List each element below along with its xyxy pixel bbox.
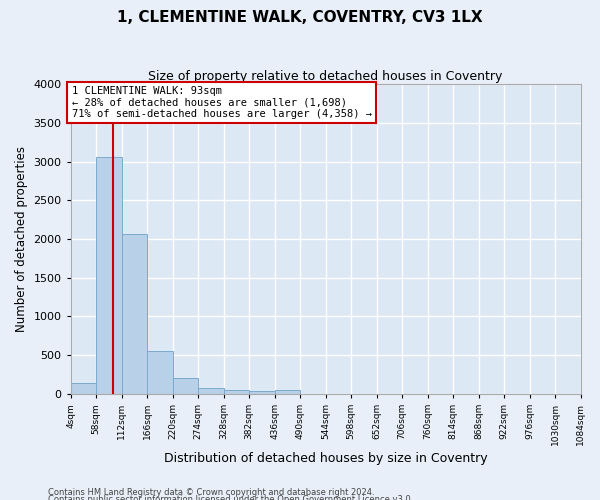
Text: 1, CLEMENTINE WALK, COVENTRY, CV3 1LX: 1, CLEMENTINE WALK, COVENTRY, CV3 1LX [117, 10, 483, 25]
Bar [249, 391, 275, 394]
Bar [147, 350, 173, 394]
Bar [122, 234, 147, 394]
Bar [275, 390, 300, 394]
Bar [224, 390, 249, 394]
Text: Contains public sector information licensed under the Open Government Licence v3: Contains public sector information licen… [48, 496, 413, 500]
Title: Size of property relative to detached houses in Coventry: Size of property relative to detached ho… [148, 70, 503, 83]
X-axis label: Distribution of detached houses by size in Coventry: Distribution of detached houses by size … [164, 452, 487, 465]
Bar [71, 383, 96, 394]
Bar [173, 378, 198, 394]
Text: 1 CLEMENTINE WALK: 93sqm
← 28% of detached houses are smaller (1,698)
71% of sem: 1 CLEMENTINE WALK: 93sqm ← 28% of detach… [71, 86, 371, 119]
Bar [198, 388, 224, 394]
Y-axis label: Number of detached properties: Number of detached properties [15, 146, 28, 332]
Text: Contains HM Land Registry data © Crown copyright and database right 2024.: Contains HM Land Registry data © Crown c… [48, 488, 374, 497]
Bar [96, 157, 122, 394]
